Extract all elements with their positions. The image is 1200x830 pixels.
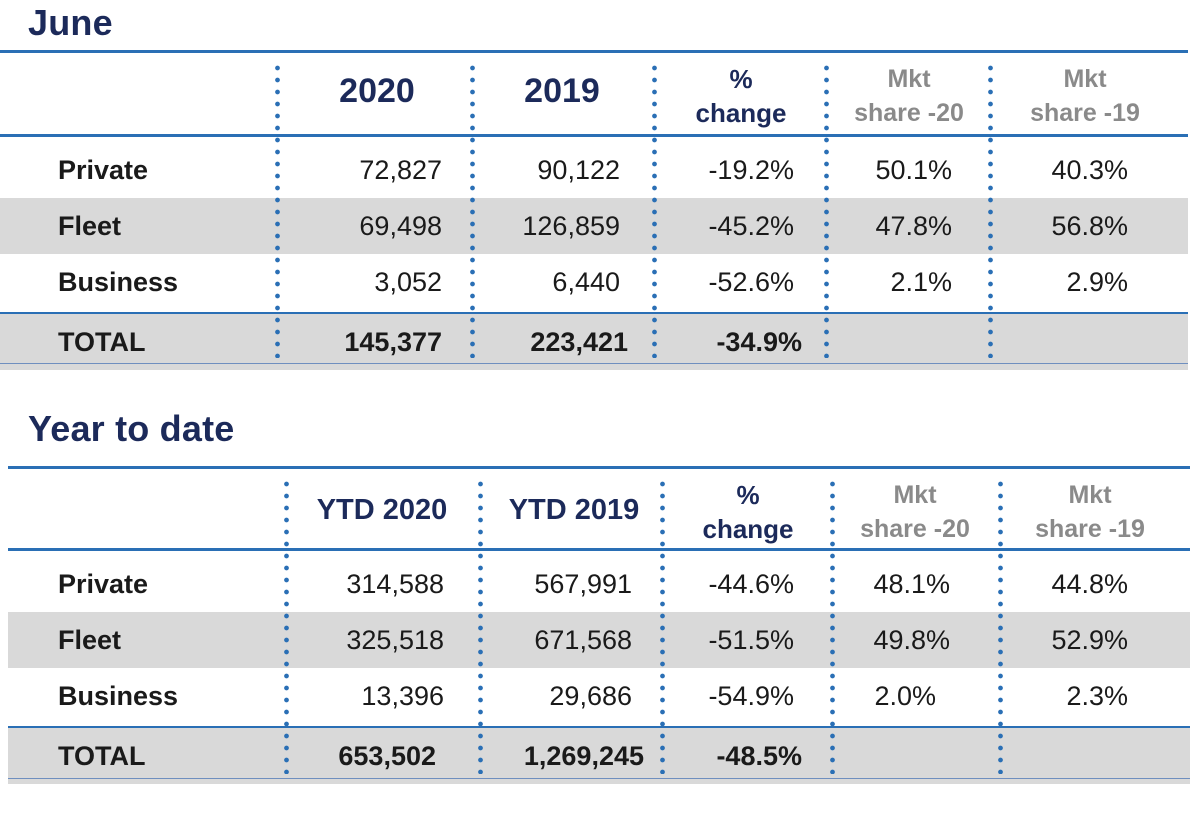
cell-share19: 2.9% <box>1066 267 1128 297</box>
cell-share19: 44.8% <box>1051 569 1128 599</box>
header-mkt-share-20: Mkt share -20 <box>832 478 998 546</box>
row-label: Fleet <box>58 211 122 241</box>
header-share-20: share -20 <box>854 99 964 127</box>
table-top-rule <box>8 466 1190 469</box>
ytd-table: YTD 2020 YTD 2019 % change Mkt share -20… <box>8 466 1190 784</box>
cell-ytd-2020: 314,588 <box>346 569 444 599</box>
cell-share20: 47.8% <box>875 211 952 241</box>
cell-2020: 69,498 <box>359 211 442 241</box>
header-share-19: share -19 <box>1035 515 1145 543</box>
header-share-20: share -20 <box>860 515 970 543</box>
total-2020: 145,377 <box>344 327 442 357</box>
header-change-word: change <box>702 514 794 544</box>
cell-share19: 52.9% <box>1051 625 1128 655</box>
total-change: -34.9% <box>716 327 802 357</box>
cell-share19: 2.3% <box>1066 681 1128 711</box>
header-ytd-2020: YTD 2020 <box>316 494 448 526</box>
header-2020: 2020 <box>339 72 415 110</box>
cell-change: -45.2% <box>708 211 794 241</box>
header-rule <box>0 134 1188 137</box>
cell-ytd-2019: 671,568 <box>534 625 632 655</box>
table-row: Business 13,396 29,686 -54.9% 2.0% 2.3% <box>8 668 1190 724</box>
cell-share19: 56.8% <box>1051 211 1128 241</box>
column-separator <box>998 478 1003 774</box>
cell-ytd-2019: 567,991 <box>534 569 632 599</box>
table-row: Private 314,588 567,991 -44.6% 48.1% 44.… <box>8 556 1190 612</box>
cell-share20: 48.1% <box>873 569 950 599</box>
table-row: Private 72,827 90,122 -19.2% 50.1% 40.3% <box>0 142 1188 198</box>
column-separator <box>988 62 993 358</box>
table-top-rule <box>0 50 1188 53</box>
total-label: TOTAL <box>58 327 146 357</box>
ytd-title: Year to date <box>28 408 235 449</box>
header-mkt-word: Mkt <box>893 481 937 509</box>
header-pct-change: % change <box>662 478 834 546</box>
header-mkt-share-19: Mkt share -19 <box>992 62 1178 130</box>
table-row: Fleet 325,518 671,568 -51.5% 49.8% 52.9% <box>8 612 1190 668</box>
cell-ytd-2020: 325,518 <box>346 625 444 655</box>
header-rule <box>8 548 1190 551</box>
column-separator <box>824 62 829 358</box>
cell-change: -52.6% <box>708 267 794 297</box>
column-separator <box>284 478 289 774</box>
row-label: Fleet <box>58 625 122 655</box>
cell-share20: 50.1% <box>875 155 952 185</box>
total-ytd-2019: 1,269,245 <box>523 741 644 771</box>
cell-2019: 126,859 <box>522 211 620 241</box>
row-label: Private <box>58 155 149 185</box>
june-table: 2020 2019 % change Mkt share -20 Mkt sha… <box>0 50 1188 370</box>
cell-2020: 3,052 <box>374 267 442 297</box>
cell-share20: 49.8% <box>873 625 950 655</box>
table-bottom-rule <box>0 363 1188 364</box>
column-separator <box>275 62 280 358</box>
column-separator <box>478 478 483 774</box>
column-separator <box>470 62 475 358</box>
header-mkt-word: Mkt <box>1063 65 1107 93</box>
table-row: Fleet 69,498 126,859 -45.2% 47.8% 56.8% <box>0 198 1188 254</box>
cell-2019: 6,440 <box>552 267 620 297</box>
cell-share20: 2.1% <box>890 267 952 297</box>
header-share-19: share -19 <box>1030 99 1140 127</box>
cell-change: -44.6% <box>708 569 794 599</box>
cell-2020: 72,827 <box>359 155 442 185</box>
cell-share19: 40.3% <box>1051 155 1128 185</box>
header-mkt-word: Mkt <box>1068 481 1112 509</box>
table-row: Business 3,052 6,440 -52.6% 2.1% 2.9% <box>0 254 1188 310</box>
header-pct-change: % change <box>656 62 826 130</box>
cell-change: -54.9% <box>708 681 794 711</box>
total-ytd-2020: 653,502 <box>338 741 436 771</box>
header-mkt-share-20: Mkt share -20 <box>826 62 992 130</box>
cell-2019: 90,122 <box>537 155 620 185</box>
header-mkt-word: Mkt <box>887 65 931 93</box>
header-mkt-share-19: Mkt share -19 <box>1000 478 1180 546</box>
cell-share20: 2.0% <box>874 681 936 711</box>
total-top-rule <box>8 726 1190 728</box>
total-row: TOTAL 653,502 1,269,245 -48.5% <box>8 728 1190 784</box>
cell-change: -51.5% <box>708 625 794 655</box>
total-2019: 223,421 <box>530 327 628 357</box>
header-pct-symbol: % <box>736 480 760 510</box>
column-separator <box>830 478 835 774</box>
table-bottom-rule <box>8 778 1190 779</box>
total-top-rule <box>0 312 1188 314</box>
column-separator <box>660 478 665 774</box>
total-change: -48.5% <box>716 741 802 771</box>
cell-ytd-2019: 29,686 <box>549 681 632 711</box>
cell-ytd-2020: 13,396 <box>361 681 444 711</box>
total-label: TOTAL <box>58 741 146 771</box>
header-pct-symbol: % <box>729 64 753 94</box>
column-separator <box>652 62 657 358</box>
header-2019: 2019 <box>524 72 600 110</box>
total-row: TOTAL 145,377 223,421 -34.9% <box>0 314 1188 370</box>
header-ytd-2019: YTD 2019 <box>508 494 640 526</box>
row-label: Private <box>58 569 149 599</box>
row-label: Business <box>58 267 179 297</box>
row-label: Business <box>58 681 179 711</box>
june-title: June <box>28 2 113 43</box>
cell-change: -19.2% <box>708 155 794 185</box>
header-change-word: change <box>695 98 787 128</box>
